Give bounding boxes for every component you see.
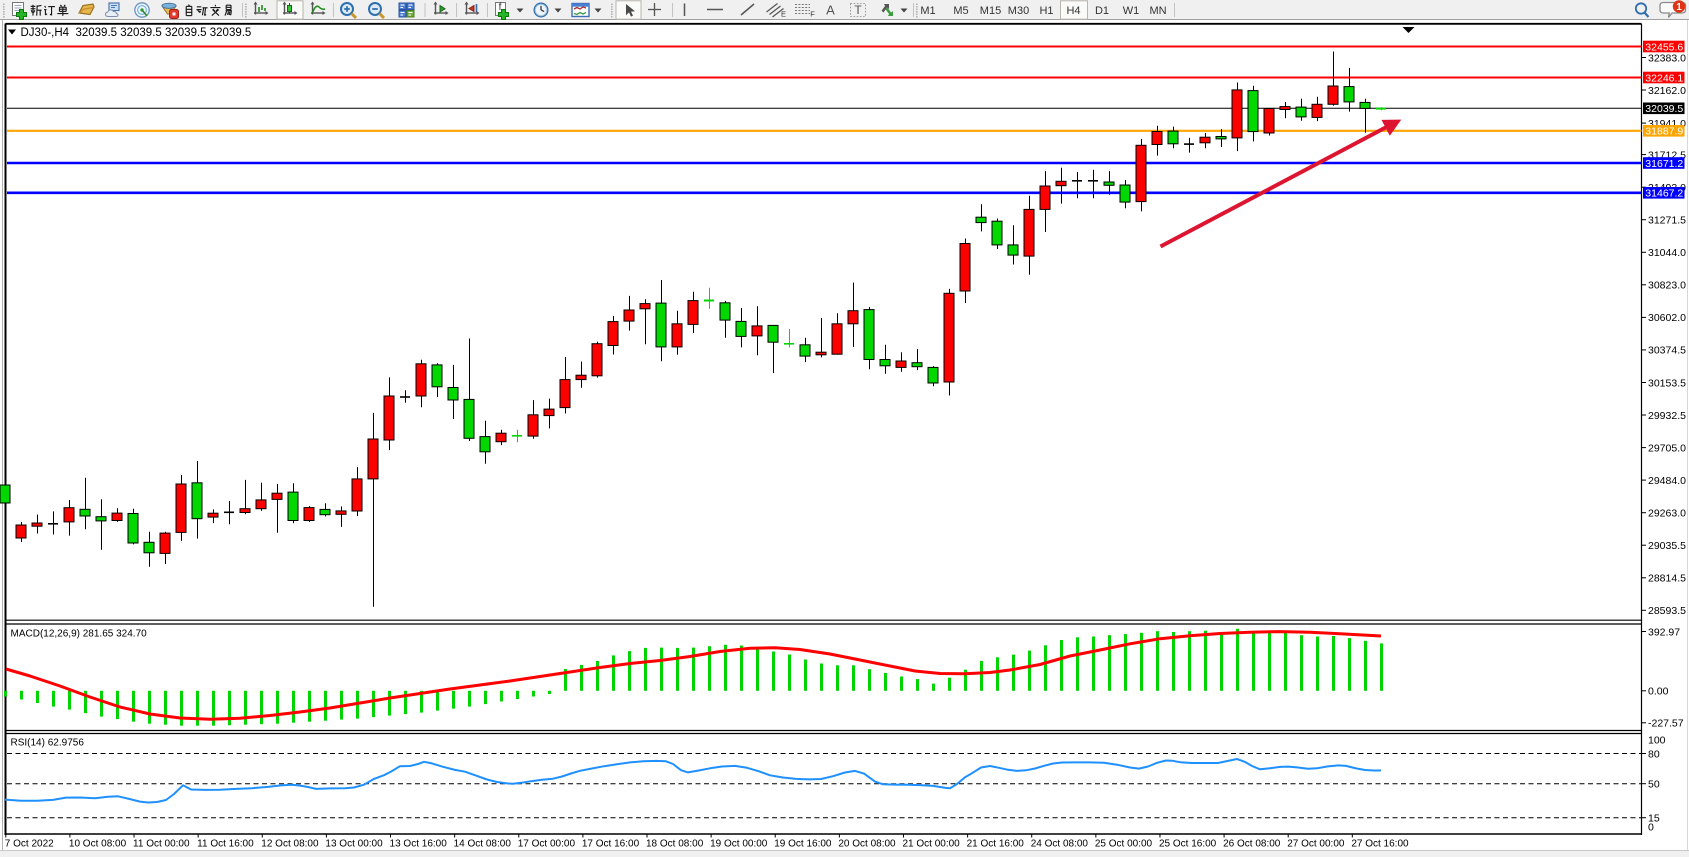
svg-text:25 Oct 16:00: 25 Oct 16:00	[1159, 839, 1217, 850]
svg-text:19 Oct 00:00: 19 Oct 00:00	[710, 839, 768, 850]
svg-text:28814.5: 28814.5	[1648, 573, 1686, 585]
svg-text:0: 0	[1648, 821, 1654, 833]
svg-text:27 Oct 16:00: 27 Oct 16:00	[1351, 839, 1409, 850]
svg-text:32039.5: 32039.5	[1645, 103, 1683, 115]
svg-text:32162.0: 32162.0	[1648, 85, 1686, 97]
svg-text:A: A	[826, 3, 835, 18]
svg-text:14 Oct 08:00: 14 Oct 08:00	[454, 839, 512, 850]
svg-text:H4: H4	[1066, 5, 1080, 17]
svg-text:30374.5: 30374.5	[1648, 345, 1686, 357]
svg-text:17 Oct 00:00: 17 Oct 00:00	[518, 839, 576, 850]
svg-text:0.00: 0.00	[1648, 686, 1669, 698]
svg-text:7 Oct 2022: 7 Oct 2022	[5, 839, 54, 850]
svg-text:11 Oct 16:00: 11 Oct 16:00	[197, 839, 254, 850]
svg-text:29035.5: 29035.5	[1648, 540, 1686, 552]
svg-text:29932.5: 29932.5	[1648, 410, 1686, 422]
svg-text:12 Oct 08:00: 12 Oct 08:00	[261, 839, 319, 850]
svg-text:31467.2: 31467.2	[1645, 188, 1683, 200]
svg-text:30602.0: 30602.0	[1648, 312, 1686, 324]
svg-text:E: E	[781, 10, 786, 19]
svg-text:29263.0: 29263.0	[1648, 508, 1686, 520]
svg-text:1: 1	[1676, 2, 1682, 13]
svg-text:M30: M30	[1008, 5, 1029, 17]
svg-text:28593.5: 28593.5	[1648, 605, 1686, 617]
svg-text:32455.6: 32455.6	[1645, 41, 1683, 53]
svg-text:F: F	[810, 10, 815, 19]
svg-text:RSI(14) 62.9756: RSI(14) 62.9756	[11, 738, 85, 749]
svg-text:30153.5: 30153.5	[1648, 377, 1686, 389]
svg-text:27 Oct 00:00: 27 Oct 00:00	[1287, 839, 1345, 850]
svg-text:MN: MN	[1149, 5, 1166, 17]
svg-text:DJ30-,H4 32039.5 32039.5 3203: DJ30-,H4 32039.5 32039.5 32039.5 32039.5	[21, 27, 252, 39]
svg-text:20 Oct 08:00: 20 Oct 08:00	[838, 839, 896, 850]
svg-text:29484.0: 29484.0	[1648, 475, 1686, 487]
svg-text:-227.57: -227.57	[1648, 718, 1684, 730]
svg-text:M15: M15	[980, 5, 1001, 17]
svg-text:80: 80	[1648, 748, 1660, 760]
svg-text:24 Oct 08:00: 24 Oct 08:00	[1031, 839, 1089, 850]
svg-text:MACD(12,26,9) 281.65 324.70: MACD(12,26,9) 281.65 324.70	[11, 629, 148, 640]
svg-text:15: 15	[1648, 813, 1660, 825]
svg-text:392.97: 392.97	[1648, 626, 1680, 638]
svg-text:18 Oct 08:00: 18 Oct 08:00	[646, 839, 704, 850]
svg-text:26 Oct 08:00: 26 Oct 08:00	[1223, 839, 1281, 850]
svg-text:17 Oct 16:00: 17 Oct 16:00	[582, 839, 640, 850]
svg-text:21 Oct 00:00: 21 Oct 00:00	[902, 839, 960, 850]
svg-text:19 Oct 16:00: 19 Oct 16:00	[774, 839, 832, 850]
svg-text:13 Oct 16:00: 13 Oct 16:00	[390, 839, 448, 850]
svg-text:31271.5: 31271.5	[1648, 215, 1686, 227]
svg-text:100: 100	[1648, 735, 1666, 747]
svg-text:31941.0: 31941.0	[1648, 118, 1686, 130]
svg-text:32246.1: 32246.1	[1645, 72, 1683, 84]
svg-text:31671.2: 31671.2	[1645, 158, 1683, 170]
svg-text:D1: D1	[1095, 5, 1109, 17]
svg-text:10 Oct 08:00: 10 Oct 08:00	[69, 839, 127, 850]
svg-text:29705.0: 29705.0	[1648, 442, 1686, 454]
svg-text:13 Oct 00:00: 13 Oct 00:00	[325, 839, 383, 850]
svg-text:31887.9: 31887.9	[1645, 126, 1683, 138]
svg-text:50: 50	[1648, 779, 1660, 791]
svg-text:M5: M5	[953, 5, 968, 17]
svg-text:31044.0: 31044.0	[1648, 247, 1686, 259]
svg-text:f: f	[499, 2, 502, 13]
svg-text:W1: W1	[1123, 5, 1140, 17]
svg-text:H1: H1	[1039, 5, 1053, 17]
svg-text:30823.0: 30823.0	[1648, 280, 1686, 292]
svg-text:32383.0: 32383.0	[1648, 52, 1686, 64]
svg-text:21 Oct 16:00: 21 Oct 16:00	[967, 839, 1025, 850]
svg-text:11 Oct 00:00: 11 Oct 00:00	[133, 839, 190, 850]
svg-text:25 Oct 00:00: 25 Oct 00:00	[1095, 839, 1153, 850]
svg-text:M1: M1	[920, 5, 935, 17]
svg-text:T: T	[854, 3, 862, 17]
